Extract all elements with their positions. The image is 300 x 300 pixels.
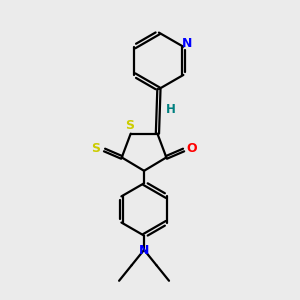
Text: S: S (91, 142, 100, 155)
Text: S: S (125, 119, 134, 132)
Text: N: N (139, 244, 149, 257)
Text: H: H (166, 103, 176, 116)
Text: O: O (186, 142, 197, 155)
Text: N: N (182, 37, 192, 50)
